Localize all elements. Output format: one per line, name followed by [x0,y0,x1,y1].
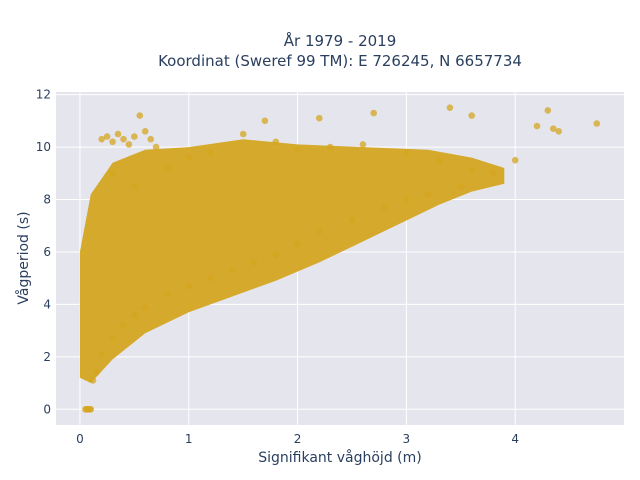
data-point [131,311,138,319]
data-point [131,183,138,190]
data-point [103,133,111,140]
data-point [544,107,552,114]
x-tick-label: 0 [76,432,84,446]
data-point [141,128,149,135]
data-point [550,125,557,132]
x-tick-label: 4 [511,432,519,446]
data-point [163,290,171,298]
data-point [555,128,562,135]
data-point [125,141,133,148]
data-point [316,227,323,235]
data-point [272,251,280,258]
data-point [141,303,149,311]
x-axis-label: Signifikant våghöjd (m) [258,449,421,466]
data-point [272,138,280,146]
data-point [403,196,410,203]
data-point [370,109,378,117]
data-points [79,104,601,413]
chart-subtitle: Koordinat (Sweref 99 TM): E 726245, N 66… [158,52,522,70]
data-point [120,322,127,329]
y-tick-label: 2 [43,350,51,364]
data-point [316,114,323,122]
data-point [185,154,193,161]
data-point [207,274,214,282]
data-point [109,138,116,146]
data-point [533,122,541,130]
data-point [185,282,193,290]
data-point [120,135,127,143]
point-cloud [79,139,505,383]
data-point [457,183,465,190]
data-point [89,377,97,384]
data-point [229,267,236,274]
y-tick-label: 12 [36,88,51,102]
y-axis-label: Vågperiod (s) [15,211,32,304]
data-point [207,149,214,156]
data-point [359,141,367,148]
x-tick-label: 3 [403,432,411,446]
data-point [348,217,356,224]
data-point [93,369,100,376]
data-point [511,156,519,164]
data-point [109,170,116,177]
y-tick-label: 10 [36,140,51,154]
data-point [435,156,443,164]
data-point [381,204,388,211]
data-point [294,146,301,153]
data-point [424,191,432,198]
x-tick-label: 1 [185,432,193,446]
data-point [468,167,476,174]
data-point [261,117,269,125]
data-point [250,259,258,266]
y-tick-labels: 0 2 4 6 8 10 12 [36,88,51,417]
data-point [136,112,144,119]
data-point [239,130,247,138]
y-tick-label: 4 [43,297,51,311]
data-point [87,406,95,413]
x-tick-label: 2 [294,432,302,446]
data-point [593,120,601,127]
data-point [152,143,160,151]
chart-title: År 1979 - 2019 [284,31,397,50]
data-point [114,130,122,138]
data-point [131,133,138,140]
data-point [109,335,116,342]
data-point [446,104,454,111]
data-point [147,135,154,143]
y-tick-label: 8 [43,193,51,207]
data-point [98,350,105,358]
data-point [163,164,171,172]
data-point [98,135,105,143]
data-point [326,143,334,151]
data-point [403,149,410,156]
y-tick-label: 0 [43,402,51,416]
data-point [294,240,301,248]
x-tick-labels: 0 1 2 3 4 [76,432,519,446]
y-tick-label: 6 [43,245,51,259]
data-point [468,112,476,119]
data-point [490,170,497,177]
